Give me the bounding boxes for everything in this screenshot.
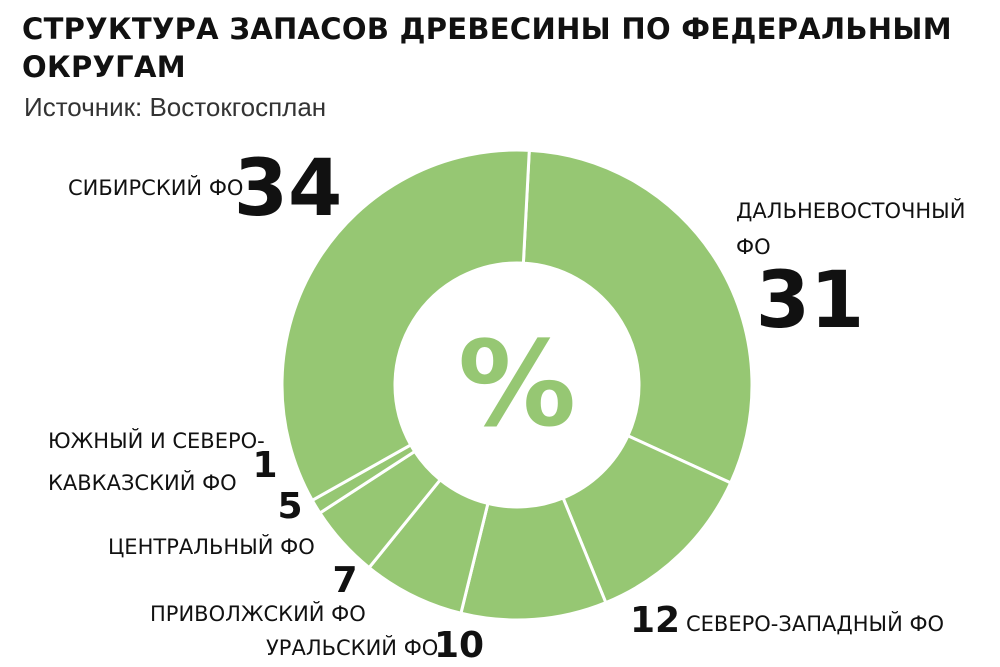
slice-label: СИБИРСКИЙ ФО bbox=[68, 175, 243, 200]
slice-label: ФО bbox=[736, 235, 771, 259]
slice-label: ПРИВОЛЖСКИЙ ФО bbox=[150, 601, 366, 626]
slice-value-label: 5 bbox=[277, 486, 302, 527]
slice-value-label: 31 bbox=[756, 256, 865, 346]
slice-label: КАВКАЗСКИЙ ФО bbox=[48, 470, 237, 495]
slice-label: ДАЛЬНЕВОСТОЧНЫЙ bbox=[736, 198, 965, 223]
donut-slice bbox=[280, 148, 531, 503]
slice-label: УРАЛЬСКИЙ ФО bbox=[266, 635, 438, 660]
slice-label: ЦЕНТРАЛЬНЫЙ ФО bbox=[108, 534, 315, 559]
chart-source: Источник: Востокгосплан bbox=[24, 92, 327, 122]
percent-icon: % bbox=[458, 315, 576, 453]
slice-label: СЕВЕРО-ЗАПАДНЫЙ ФО bbox=[686, 611, 944, 636]
slice-value-label: 34 bbox=[234, 144, 343, 234]
chart-title: СТРУКТУРА ЗАПАСОВ ДРЕВЕСИНЫ ПО ФЕДЕРАЛЬН… bbox=[22, 12, 952, 84]
donut-slices bbox=[280, 148, 754, 622]
slice-label: ЮЖНЫЙ И СЕВЕРО- bbox=[48, 428, 265, 453]
slice-value-label: 1 bbox=[252, 445, 277, 486]
slice-value-label: 10 bbox=[434, 625, 484, 666]
donut-slice bbox=[521, 148, 754, 485]
slice-value-label: 7 bbox=[332, 560, 357, 601]
slice-value-label: 12 bbox=[630, 600, 680, 641]
